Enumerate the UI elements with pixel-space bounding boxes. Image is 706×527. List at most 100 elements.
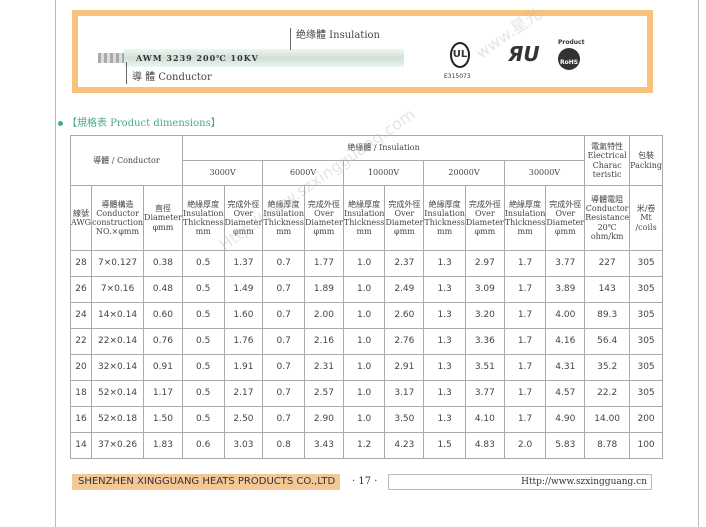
table-cell: 2.60	[384, 302, 425, 329]
over-diameter-header: 完成外徑 Over Diameter φmm	[303, 185, 344, 251]
table-cell: 3.36	[464, 328, 505, 355]
voltage-header: 6000V	[262, 160, 344, 186]
over-diameter-header: 完成外徑 Over Diameter φmm	[464, 185, 505, 251]
table-cell: 0.76	[143, 328, 183, 355]
table-cell: 2.0	[503, 432, 547, 459]
table-cell: 32×0.14	[91, 354, 145, 381]
table-cell: 4.23	[384, 432, 425, 459]
voltage-header: 10000V	[342, 160, 425, 186]
rohs-text: RoHS	[559, 59, 579, 66]
table-cell: 1.3	[423, 380, 466, 407]
table-cell: 3.20	[464, 302, 505, 329]
thickness-header: 絶緣厚度 Insulation Thickness mm	[342, 185, 386, 251]
cable-print: AWM 3239 200℃ 10KV	[136, 53, 259, 63]
table-cell: 1.50	[143, 406, 183, 433]
table-cell: 1.0	[342, 354, 386, 381]
voltage-header: 3000V	[181, 160, 264, 186]
page-margin-left	[55, 0, 56, 527]
table-cell: 26	[69, 276, 93, 303]
table-cell: 89.3	[584, 302, 631, 329]
voltage-header: 20000V	[423, 160, 505, 186]
conductor-pointer	[126, 62, 127, 84]
table-cell: 0.8	[262, 432, 305, 459]
table-cell: 3.43	[303, 432, 344, 459]
table-cell: 14	[69, 432, 93, 459]
table-cell: 4.83	[464, 432, 505, 459]
table-cell: 1.7	[503, 406, 547, 433]
ul-listed-icon: UL	[450, 42, 470, 68]
table-cell: 227	[584, 250, 631, 277]
rohs-top-text: Product	[558, 39, 585, 46]
table-cell: 1.17	[143, 380, 183, 407]
table-cell: 0.7	[262, 380, 305, 407]
table-cell: 0.5	[181, 406, 225, 433]
thickness-header: 絶緣厚度 Insulation Thickness mm	[423, 185, 466, 251]
table-cell: 2.49	[384, 276, 425, 303]
diameter-header: 直徑 Diameter φmm	[143, 185, 183, 251]
table-cell: 4.31	[545, 354, 586, 381]
table-row: 24 14×0.14 0.60 0.5 1.60 0.7 2.00 1.0 2.60 1.3 3.2…	[69, 302, 664, 329]
table-cell: 0.7	[262, 250, 305, 277]
thickness-header: 絶緣厚度 Insulation Thickness mm	[181, 185, 225, 251]
conductor-strands	[98, 53, 148, 63]
table-cell: 14×0.14	[91, 302, 145, 329]
table-row: 20 32×0.14 0.91 0.5 1.91 0.7 2.31 1.0 2.91 1.3 3.5…	[69, 354, 664, 381]
table-cell: 4.16	[545, 328, 586, 355]
table-cell: 3.51	[464, 354, 505, 381]
table-cell: 0.7	[262, 328, 305, 355]
table-cell: 305	[629, 276, 664, 303]
table-cell: 0.5	[181, 354, 225, 381]
insulation-header: 絶緣體 / Insulation	[181, 135, 586, 161]
table-cell: 3.03	[223, 432, 264, 459]
table-cell: 305	[629, 380, 664, 407]
table-cell: 1.76	[223, 328, 264, 355]
company-name: SHENZHEN XINGGUANG HEATS PRODUCTS CO.,LT…	[72, 474, 340, 490]
table-cell: 3.09	[464, 276, 505, 303]
table-cell: 1.0	[342, 276, 386, 303]
table-cell: 14.00	[584, 406, 631, 433]
table-cell: 0.7	[262, 302, 305, 329]
table-cell: 56.4	[584, 328, 631, 355]
table-cell: 1.49	[223, 276, 264, 303]
table-cell: 7×0.127	[91, 250, 145, 277]
table-cell: 305	[629, 328, 664, 355]
coils-header: 米/卷 Mt /coils	[629, 185, 664, 251]
table-cell: 0.48	[143, 276, 183, 303]
table-cell: 0.5	[181, 380, 225, 407]
table-row: 28 7×0.127 0.38 0.5 1.37 0.7 1.77 1.0 2.37 1.3 2.9…	[69, 250, 664, 277]
over-diameter-header: 完成外徑 Over Diameter φmm	[545, 185, 586, 251]
table-cell: 100	[629, 432, 664, 459]
table-cell: 1.7	[503, 328, 547, 355]
table-cell: 305	[629, 250, 664, 277]
table-cell: 3.77	[464, 380, 505, 407]
cable-image: AWM 3239 200℃ 10KV	[124, 49, 404, 67]
table-cell: 1.3	[423, 354, 466, 381]
table-cell: 0.6	[181, 432, 225, 459]
table-cell: 1.0	[342, 328, 386, 355]
table-cell: 305	[629, 354, 664, 381]
table-cell: 1.3	[423, 276, 466, 303]
table-cell: 200	[629, 406, 664, 433]
product-banner: AWM 3239 200℃ 10KV 绝缘體 Insulation 導 體 Co…	[72, 10, 653, 93]
table-row: 16 52×0.18 1.50 0.5 2.50 0.7 2.90 1.0 3.50 1.3 4.1…	[69, 406, 664, 433]
table-cell: 1.7	[503, 380, 547, 407]
table-cell: 1.3	[423, 250, 466, 277]
table-cell: 4.10	[464, 406, 505, 433]
insulation-pointer	[290, 28, 291, 50]
table-cell: 3.89	[545, 276, 586, 303]
construction-header: 導體構造 Conductor construction NO.×φmm	[91, 185, 145, 251]
table-cell: 24	[69, 302, 93, 329]
table-cell: 28	[69, 250, 93, 277]
over-diameter-header: 完成外徑 Over Diameter φmm	[223, 185, 264, 251]
page-margin-right	[698, 0, 699, 527]
packing-header: 包裝 Packing	[629, 135, 664, 186]
table-cell: 3.17	[384, 380, 425, 407]
product-dimensions-table: 導體 / Conductor 絶緣體 / Insulation 電氣特性 Ele…	[69, 135, 664, 459]
table-cell: 1.91	[223, 354, 264, 381]
table-cell: 0.5	[181, 302, 225, 329]
table-cell: 305	[629, 302, 664, 329]
table-cell: 4.57	[545, 380, 586, 407]
resistance-header: 導體電阻 Conductor Resistance 20℃ ohm/km	[584, 185, 631, 251]
table-cell: 1.89	[303, 276, 344, 303]
table-cell: 2.91	[384, 354, 425, 381]
